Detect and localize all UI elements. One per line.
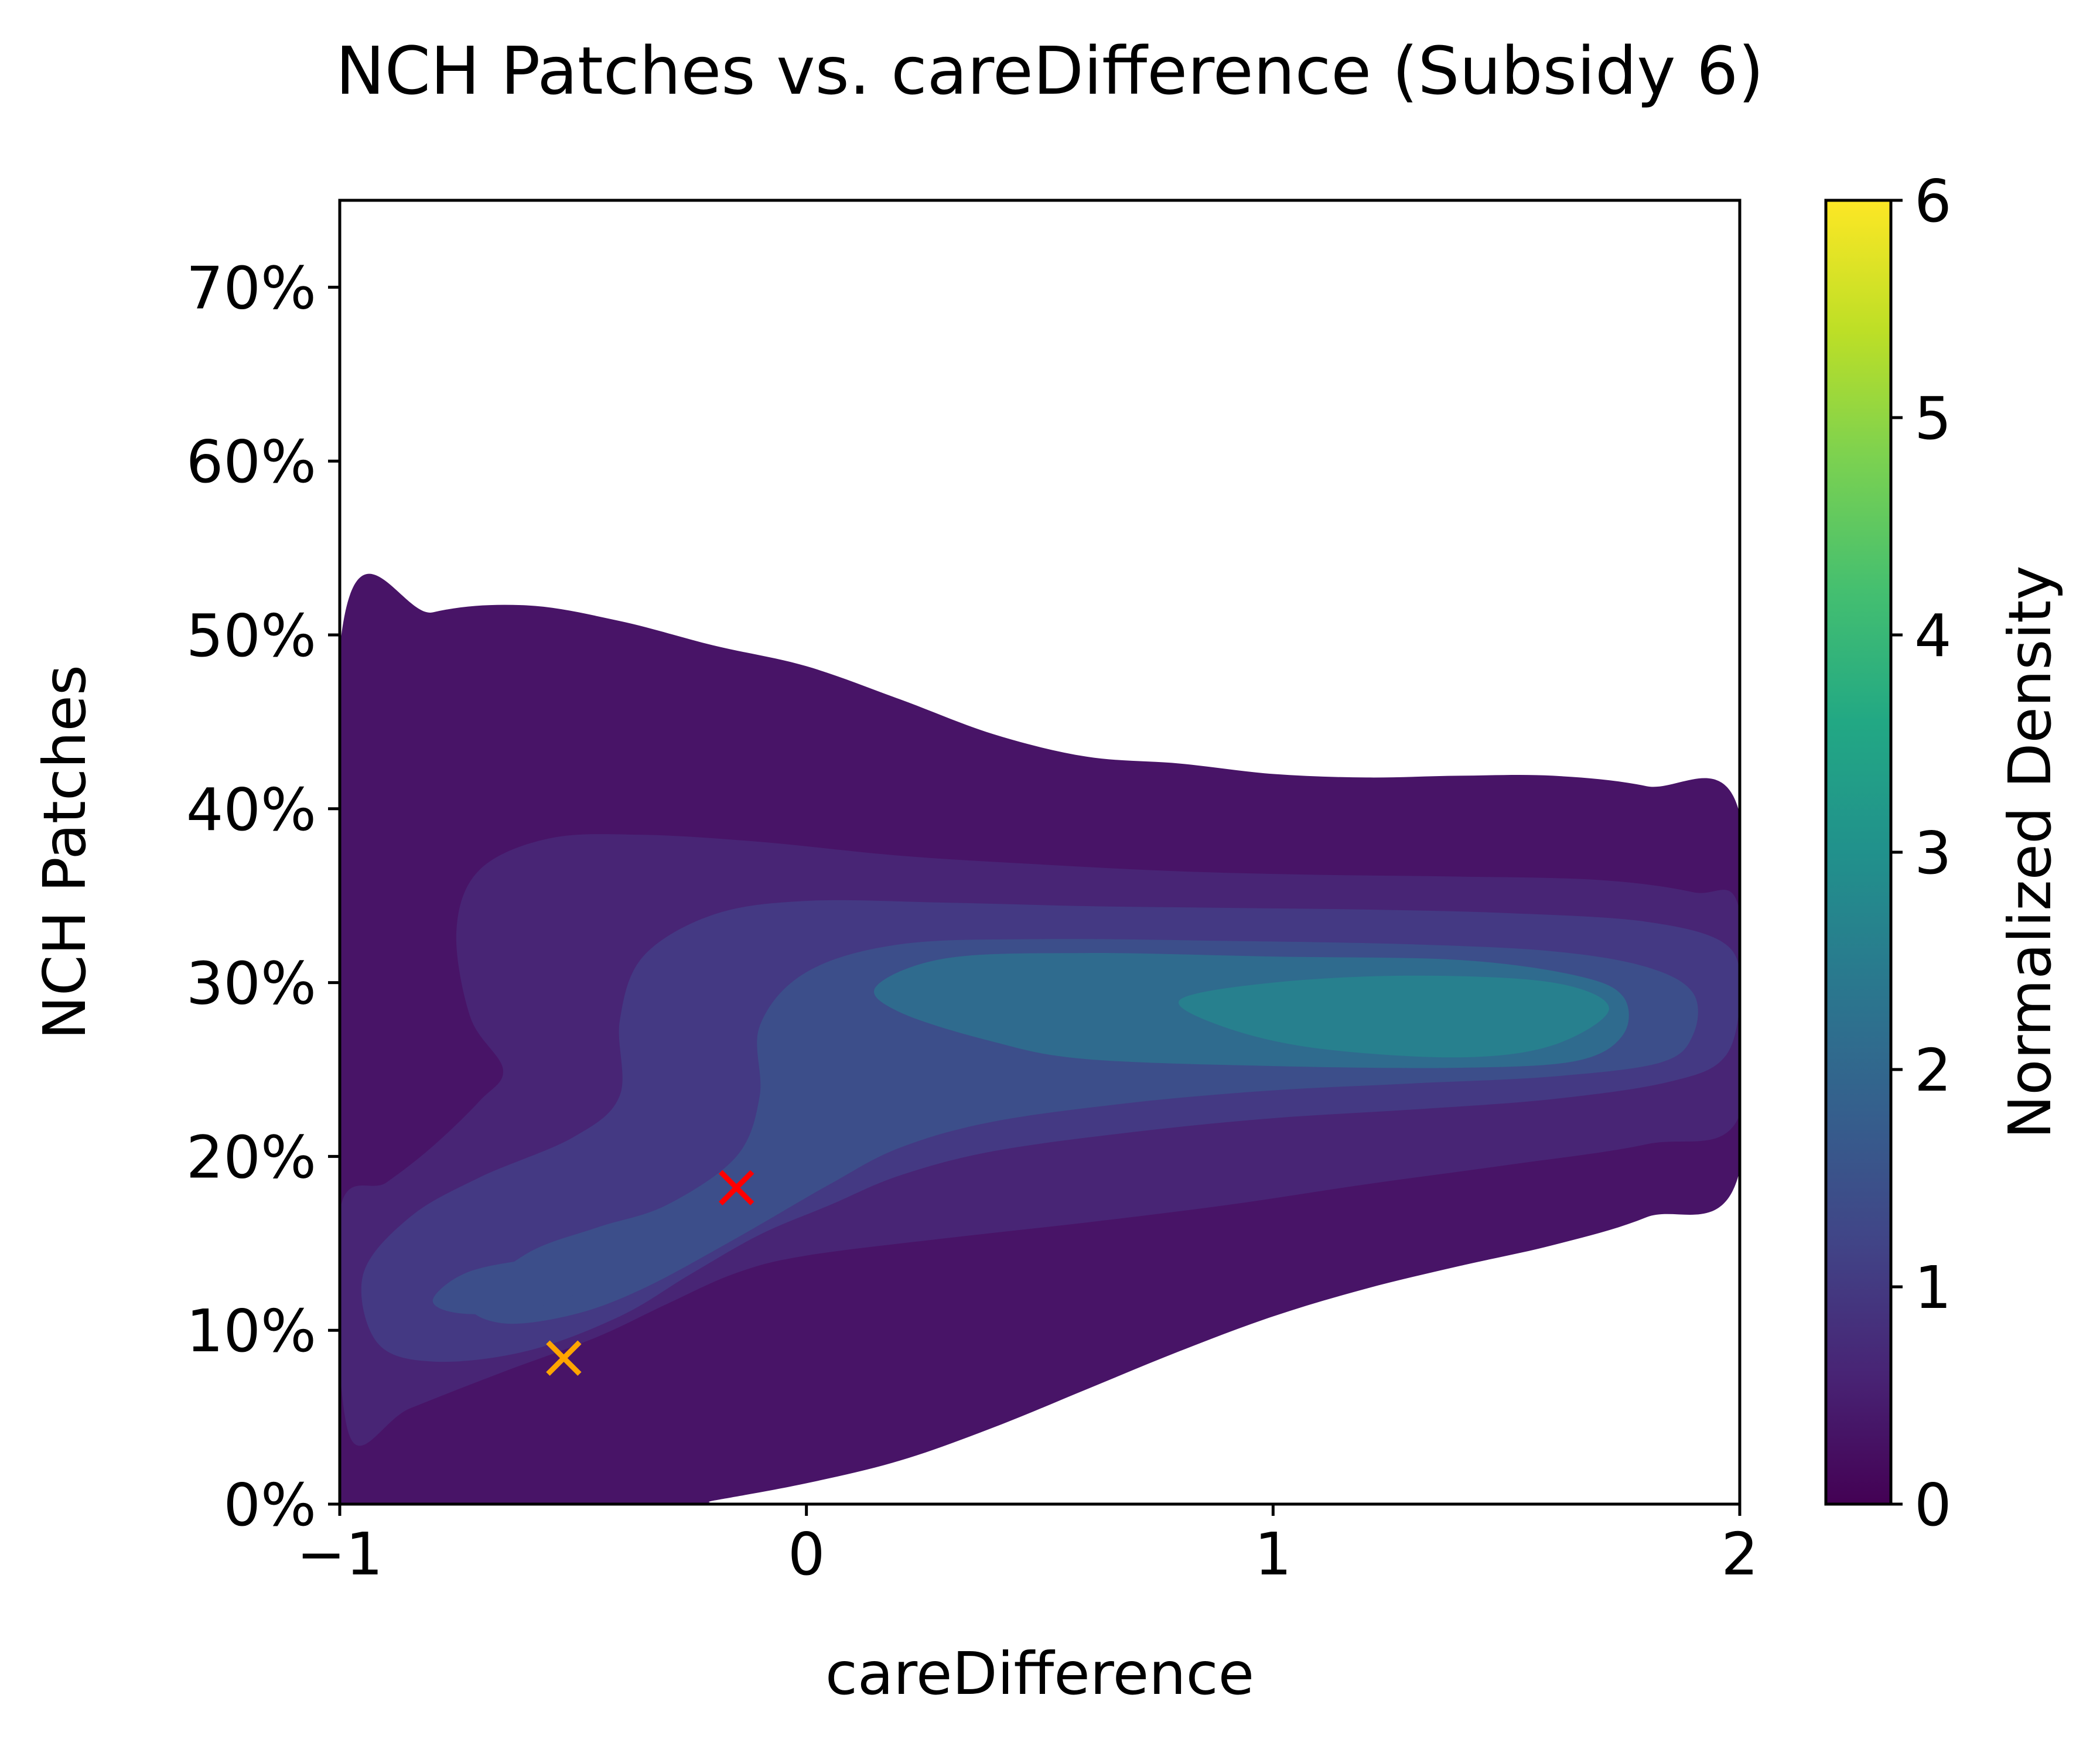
y-tick-label: 50% <box>186 602 316 670</box>
marker-1 <box>718 1170 754 1206</box>
colorbar-tick-label: 1 <box>1914 1253 1952 1322</box>
marker-0 <box>546 1340 582 1376</box>
plot-frame <box>338 199 1742 1506</box>
y-axis-label: NCH Patches <box>30 665 99 1040</box>
colorbar-tick-label: 6 <box>1914 167 1952 235</box>
x-tick-label: 1 <box>1255 1520 1292 1588</box>
chart-title: NCH Patches vs. careDifference (Subsidy … <box>336 33 1764 110</box>
colorbar-axis: 0 1 2 3 4 5 6 <box>1891 167 1952 1539</box>
y-tick-label: 40% <box>186 775 316 844</box>
colorbar-label: Normalized Density <box>1996 565 2064 1139</box>
y-tick-label: 30% <box>186 949 316 1018</box>
colorbar <box>1824 199 1893 1506</box>
contour-level-6 <box>432 1255 599 1314</box>
x-tick-label: 2 <box>1721 1520 1758 1588</box>
colorbar-tick-label: 5 <box>1914 384 1952 453</box>
x-tick-label: 0 <box>788 1520 825 1588</box>
x-tick-label: −1 <box>296 1520 383 1588</box>
y-tick-label: 10% <box>186 1297 316 1365</box>
contour-level-5 <box>1178 975 1609 1058</box>
y-tick-label: 20% <box>186 1123 316 1191</box>
density-contours <box>340 573 1740 1504</box>
colorbar-tick-label: 2 <box>1914 1036 1952 1105</box>
y-tick-label: 60% <box>186 428 316 496</box>
colorbar-tick-label: 4 <box>1914 602 1952 670</box>
y-axis: 0% 10% 20% 30% 40% 50% 60% 70% <box>186 254 340 1539</box>
colorbar-tick-label: 3 <box>1914 819 1952 887</box>
y-tick-label: 70% <box>186 254 316 322</box>
x-axis: −1 0 1 2 <box>296 1504 1758 1588</box>
x-axis-label: careDifference <box>825 1639 1254 1708</box>
y-tick-label: 0% <box>223 1471 316 1539</box>
colorbar-tick-label: 0 <box>1914 1471 1952 1539</box>
point-markers <box>546 1170 754 1376</box>
